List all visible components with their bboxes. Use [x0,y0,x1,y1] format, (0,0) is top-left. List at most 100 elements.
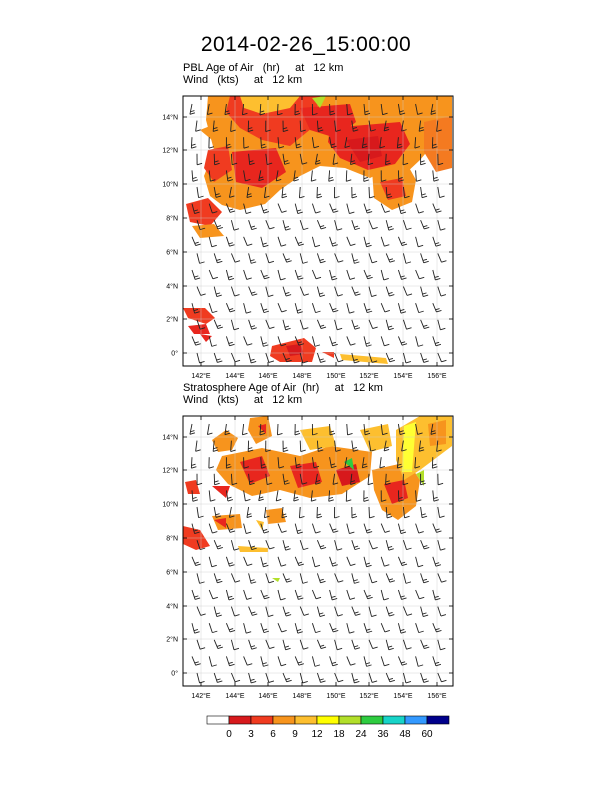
wind-barb [294,656,304,666]
wind-barb [190,137,197,149]
wind-barb [277,457,285,469]
wind-barb [420,672,429,683]
wind-barb [293,490,299,502]
wind-barb [420,220,430,230]
wind-barb [316,120,324,132]
wind-barb [432,656,442,667]
wind-barb [401,440,407,452]
colorbar-swatch [316,715,340,725]
wind-barb [230,286,240,297]
wind-barb [385,186,393,199]
wind-barb [282,573,292,583]
wind-barb [311,457,320,469]
wind-barb [299,153,308,165]
wind-barb [332,473,339,485]
colorbar-label: 12 [311,729,323,740]
wind-barb [196,540,206,551]
wind-barb [385,573,395,583]
wind-barb [368,120,376,132]
wind-barb [385,220,394,231]
wind-barb [311,269,322,280]
colorbar-swatch [294,715,318,725]
panel1-wind-label: Wind (kts) at 12 km [183,74,303,86]
wind-barb [265,672,275,683]
wind-barb [260,523,270,534]
wind-barb [311,656,321,667]
wind-barb [397,556,408,567]
wind-barb [351,540,361,551]
wind-barb [294,336,304,346]
wind-barb [363,170,369,182]
wind-barb [415,623,424,634]
wind-barb [191,170,198,182]
wind-barb [311,137,320,149]
wind-barb [294,556,304,567]
wind-barb [415,423,423,435]
wind-barb [243,490,251,502]
wind-barb [380,589,389,601]
wind-barb [282,153,290,165]
wind-barb [191,656,201,666]
lat-tick-label: 0° [171,670,178,678]
wind-barb [329,203,339,213]
wind-barb [230,440,236,452]
wind-barb [225,170,233,182]
wind-barb [277,103,283,116]
wind-barb [277,203,287,213]
wind-barb [282,120,289,133]
wind-barb [437,606,447,617]
wind-barb [363,623,373,634]
wind-barb [329,589,338,601]
wind-barb [345,490,352,502]
wind-barb [196,672,205,684]
wind-barb [363,423,371,436]
wind-barb [346,203,355,215]
wind-barb [225,589,235,601]
wind-barb [208,170,216,182]
wind-barb [196,352,205,364]
wind-barb [329,137,337,149]
wind-barb [344,137,350,149]
lat-tick-label: 12°N [162,467,178,475]
wind-barb [346,556,356,567]
wind-barb [224,103,231,116]
wind-barb [228,186,235,198]
wind-barb [248,220,257,231]
wind-barb [351,639,361,650]
wind-barb [293,170,299,182]
wind-barb [277,137,285,149]
wind-barb [294,589,304,600]
wind-barb [437,253,447,263]
wind-barb [299,220,309,231]
wind-barb [225,656,235,667]
colorbar-label: 36 [377,729,389,740]
lat-tick-label: 4°N [166,283,178,291]
wind-barb [351,440,359,452]
wind-barb [311,523,321,534]
wind-barb [281,506,288,519]
wind-barb [415,103,423,115]
wind-barb [213,573,223,584]
wind-barb [415,170,422,182]
wind-barb [329,523,339,533]
wind-barb [311,303,321,314]
wind-barb [225,236,235,247]
wind-barb [241,423,248,436]
wind-barb [258,490,264,502]
wind-barb [282,672,292,683]
wind-barb [191,303,200,314]
wind-barb [420,473,426,486]
wind-barb [196,319,206,330]
wind-barb [230,540,240,551]
wind-barb [380,269,389,281]
wind-barb [277,623,287,633]
wind-barb [243,656,253,666]
wind-barb [230,573,241,583]
wind-barb [260,203,270,214]
wind-barb [277,236,287,247]
wind-barb [213,220,223,230]
wind-barb [350,473,356,485]
wind-barb [437,186,445,198]
wind-barb [368,672,378,683]
wind-barb [191,490,198,502]
